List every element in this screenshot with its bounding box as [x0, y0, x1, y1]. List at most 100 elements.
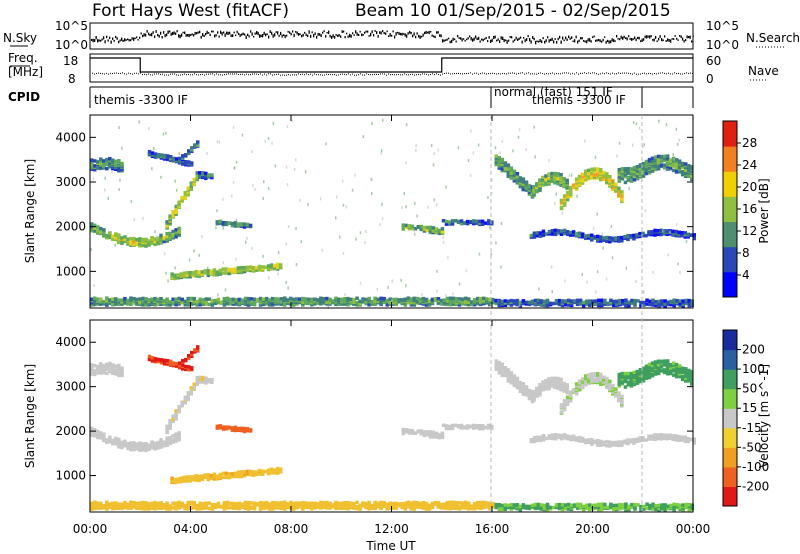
power-cell — [636, 299, 640, 303]
power-cell — [204, 301, 209, 306]
nsky-point — [116, 37, 118, 40]
nsky-point — [562, 36, 564, 40]
velocity-cell — [225, 504, 230, 508]
velocity-cell — [481, 500, 486, 505]
power-cell — [617, 186, 621, 191]
nave-point — [222, 74, 223, 76]
power-cell — [183, 196, 187, 201]
power-cell — [527, 302, 532, 307]
power-noise — [201, 235, 203, 239]
nsky-point — [206, 30, 208, 35]
nsky-point — [572, 40, 574, 43]
velocity-cell — [424, 507, 429, 511]
power-cell — [474, 221, 479, 225]
power-noise — [533, 125, 535, 129]
power-cell — [201, 171, 205, 175]
power-cell — [599, 235, 603, 239]
power-noise — [121, 146, 123, 150]
velocity-cell — [632, 370, 637, 375]
power-cell — [111, 297, 115, 301]
velocity-cell — [690, 373, 694, 378]
velocity-cell — [184, 357, 188, 362]
power-cell — [343, 297, 347, 301]
nave-point — [606, 72, 607, 74]
velocity-cell — [599, 376, 603, 380]
velocity-cell — [165, 438, 169, 442]
nsky-point — [686, 35, 688, 39]
power-cell — [532, 189, 536, 193]
power-cell — [159, 301, 163, 305]
velocity-cell — [346, 500, 350, 505]
velocity-cell — [153, 507, 157, 511]
velocity-cell — [442, 505, 447, 509]
nave-point — [202, 73, 203, 75]
power-cell — [439, 298, 444, 303]
power-cell — [243, 296, 248, 301]
nsky-point — [520, 36, 522, 39]
velocity-cell — [590, 378, 594, 383]
power-cell — [689, 233, 693, 237]
power-cell — [421, 296, 426, 301]
power-cell — [279, 297, 284, 301]
power-noise — [285, 242, 287, 246]
nsky-point — [422, 33, 424, 37]
nave-point — [192, 74, 193, 76]
nsky-point — [493, 35, 495, 40]
nsky-point — [655, 36, 657, 39]
power-cell — [597, 301, 601, 306]
power-noise — [576, 194, 578, 198]
nsky-point — [499, 40, 501, 44]
velocity-cell — [108, 502, 112, 506]
nsky-point — [211, 30, 213, 33]
velocity-cell — [556, 376, 560, 381]
velocity-cell — [195, 503, 199, 508]
nave-point — [374, 73, 375, 75]
nave-point — [506, 73, 507, 75]
nave-point — [416, 74, 417, 76]
nave-point — [384, 73, 385, 75]
power-cell — [644, 164, 649, 169]
velocity-cell — [480, 424, 485, 428]
velocity-cell — [283, 505, 287, 510]
velocity-cell — [668, 370, 673, 374]
power-noise — [293, 168, 296, 171]
power-cell — [177, 296, 181, 301]
velocity-cell — [189, 386, 193, 390]
nave-point — [566, 72, 567, 74]
power-noise — [351, 188, 354, 192]
power-cell — [541, 180, 545, 184]
power-cell — [174, 230, 178, 235]
nave-point — [556, 72, 557, 74]
power-cell — [156, 154, 161, 159]
velocity-cell — [535, 435, 540, 440]
power-cell — [185, 273, 189, 277]
power-noise — [457, 146, 460, 150]
velocity-cell — [135, 442, 139, 446]
nave-point — [296, 74, 297, 76]
nave-point — [118, 72, 119, 74]
nave-point — [146, 74, 147, 76]
velocity-cell — [319, 500, 323, 505]
power-noise — [165, 271, 167, 275]
velocity-cell — [650, 361, 655, 365]
power-cell — [301, 296, 305, 301]
nsky-point — [352, 32, 354, 35]
power-cell — [218, 219, 223, 224]
power-cell — [364, 297, 368, 302]
power-cell — [194, 269, 198, 274]
velocity-cell — [240, 502, 245, 507]
nsky-point — [328, 30, 330, 35]
power-noise — [437, 148, 439, 152]
nave-point — [598, 73, 599, 75]
velocity-cell — [105, 365, 109, 369]
power-cell — [665, 229, 669, 233]
power-cell — [650, 156, 655, 161]
power-cell — [503, 303, 508, 307]
nave-point — [576, 72, 577, 74]
power-cell — [472, 298, 477, 302]
velocity-cell — [641, 370, 646, 375]
power-cell — [93, 302, 97, 307]
power-cell — [565, 183, 569, 188]
velocity-cell — [322, 504, 326, 508]
power-cell — [90, 160, 94, 165]
